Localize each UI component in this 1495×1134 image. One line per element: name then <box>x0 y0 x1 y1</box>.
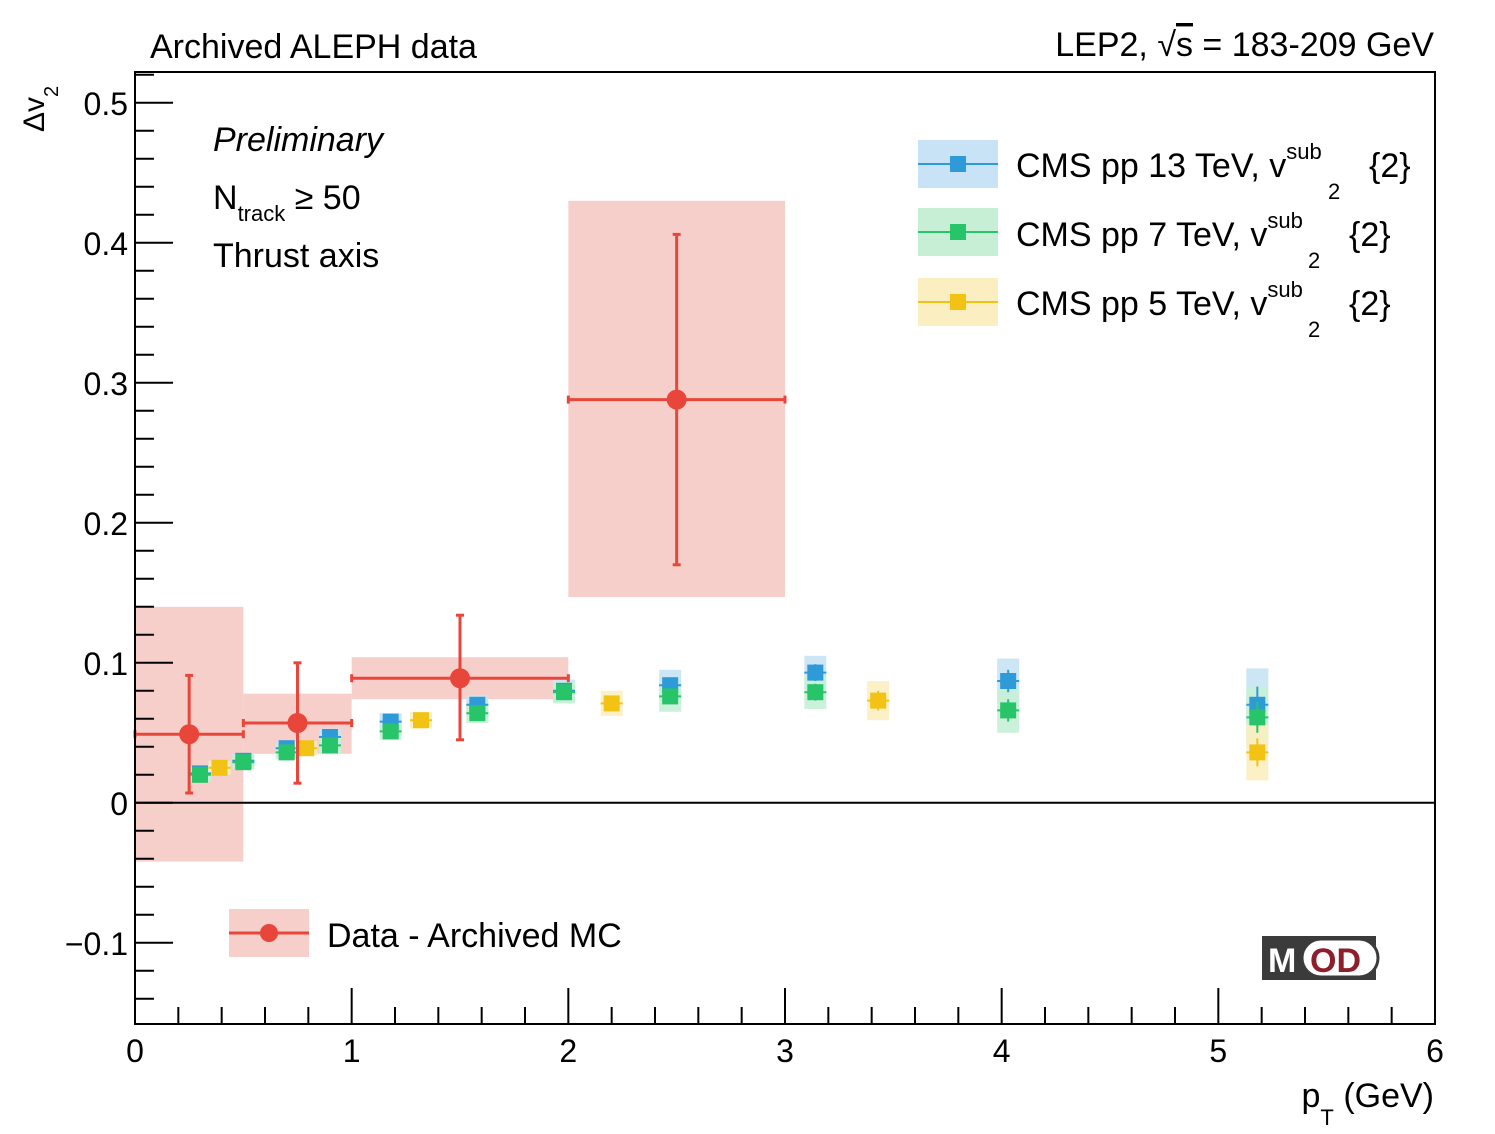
y-tick-label-5: 0.4 <box>84 226 128 262</box>
legend-cms5-marker <box>950 294 966 310</box>
legend-cms5-name: CMS pp 5 TeV, v <box>1016 285 1267 323</box>
y-axis-label-sub: 2 <box>41 86 63 97</box>
cms7-point-3 <box>322 737 338 754</box>
data-point-3 <box>666 389 687 410</box>
data-point-2 <box>450 668 470 689</box>
cms5-point-3 <box>603 695 620 712</box>
legend-entry-cms5: CMS pp 5 TeV, vsub2 {2} <box>918 277 1391 342</box>
cms7-point-8 <box>807 684 824 701</box>
legend-data-label: Data - Archived MC <box>327 917 622 955</box>
sqrt-symbol: √ <box>1157 26 1176 64</box>
cms7-point-0 <box>192 766 208 783</box>
title-right-sqrt: s <box>1176 26 1193 64</box>
legend-entry-cms7: CMS pp 7 TeV, vsub2 {2} <box>918 208 1391 273</box>
tick-labels: 0 1 2 3 4 5 6 −0.1 0 0.1 0.2 0.3 0.4 0.5 <box>65 86 1444 1069</box>
legend-cms5-sup: sub <box>1267 277 1302 302</box>
x-tick-label-5: 5 <box>1209 1033 1227 1069</box>
mod-logo-m: M <box>1268 942 1296 980</box>
y-axis-label-main: Δv <box>18 97 51 132</box>
legend-cms13-sup: sub <box>1286 139 1321 164</box>
x-axis-label-sub: T <box>1320 1105 1333 1130</box>
x-tick-label-4: 4 <box>993 1033 1011 1069</box>
cms5-point-0 <box>211 759 228 776</box>
cms5-point-1 <box>298 740 315 757</box>
legend-cms7-name: CMS pp 7 TeV, v <box>1016 216 1267 254</box>
cms7-point-7 <box>662 688 679 705</box>
mod-logo-od: OD <box>1310 942 1361 980</box>
y-tick-label-6: 0.5 <box>84 86 128 122</box>
title-right-suffix: = 183-209 GeV <box>1193 26 1434 64</box>
mod-logo: M OD <box>1262 936 1380 980</box>
x-tick-label-0: 0 <box>126 1033 144 1069</box>
cms7-point-9 <box>1000 702 1017 719</box>
ntrack-main: N <box>213 179 238 217</box>
cms7-point-5 <box>469 705 486 722</box>
mod-logo-pill <box>1300 937 1380 979</box>
legend-cms5-sub: 2 <box>1308 317 1320 342</box>
cms5-point-2 <box>413 712 429 729</box>
x-axis-label-unit: (GeV) <box>1334 1077 1434 1115</box>
cms5-point-5 <box>1249 744 1266 761</box>
legend-data: Data - Archived MC <box>229 909 622 957</box>
cms7-point-10 <box>1249 709 1266 726</box>
thrust-axis-label: Thrust axis <box>213 237 379 275</box>
legend-cms13-sub: 2 <box>1328 179 1340 204</box>
y-tick-label-3: 0.2 <box>84 506 128 542</box>
legend-cms13-suffix: {2} <box>1369 147 1411 185</box>
cms13-point-8 <box>807 664 824 681</box>
ntrack-sub: track <box>238 201 287 226</box>
y-axis-label: Δv2 <box>18 86 63 132</box>
ntrack-rest: ≥ 50 <box>285 179 360 217</box>
legend-cms7-suffix: {2} <box>1349 216 1391 254</box>
legend-cms5-suffix: {2} <box>1349 285 1391 323</box>
chart-title-right: LEP2, √s = 183-209 GeV <box>1055 26 1434 64</box>
legend-entry-cms13: CMS pp 13 TeV, vsub 2 {2} <box>918 139 1411 204</box>
data-point-0 <box>179 724 200 745</box>
x-axis-label: pT (GeV) <box>1302 1077 1435 1130</box>
ntrack-label: Ntrack ≥ 50 <box>213 179 361 226</box>
x-axis-label-main: p <box>1302 1077 1321 1115</box>
chart-title-left: Archived ALEPH data <box>150 28 477 66</box>
legend-cms13-name: CMS pp 13 TeV, v <box>1016 147 1286 185</box>
title-right-prefix: LEP2, <box>1055 26 1157 64</box>
legend-cms5-label: CMS pp 5 TeV, vsub2 {2} <box>1016 277 1391 342</box>
cms5-point-4 <box>870 692 887 709</box>
y-tick-label-1: 0 <box>110 786 128 822</box>
preliminary-label: Preliminary <box>213 121 385 159</box>
legend-cms13-marker <box>950 156 966 172</box>
y-tick-label-4: 0.3 <box>84 366 128 402</box>
cms7-point-4 <box>382 723 399 740</box>
x-tick-label-2: 2 <box>559 1033 577 1069</box>
x-tick-label-3: 3 <box>776 1033 794 1069</box>
legend-cms7-label: CMS pp 7 TeV, vsub2 {2} <box>1016 208 1391 273</box>
legend-cms: CMS pp 13 TeV, vsub2{2} CMS pp 7 TeV, vs… <box>918 139 1411 342</box>
cms7-point-2 <box>278 744 295 761</box>
legend-data-marker <box>260 924 278 942</box>
cms7-point-1 <box>235 754 252 771</box>
x-tick-label-6: 6 <box>1426 1033 1444 1069</box>
cms7-point-6 <box>556 684 572 701</box>
legend-cms7-sup: sub <box>1267 208 1302 233</box>
data-point-1 <box>287 713 308 733</box>
y-tick-label-0: −0.1 <box>65 926 128 962</box>
legend-cms7-sub: 2 <box>1308 248 1320 273</box>
legend-cms13-label: CMS pp 13 TeV, vsub 2 {2} <box>1016 139 1411 204</box>
x-tick-label-1: 1 <box>343 1033 361 1069</box>
data-points <box>133 232 1269 795</box>
legend-cms7-marker <box>950 224 966 240</box>
y-tick-label-2: 0.1 <box>84 646 128 682</box>
axis-ticks <box>134 73 1436 1024</box>
cms13-point-9 <box>1000 673 1017 689</box>
